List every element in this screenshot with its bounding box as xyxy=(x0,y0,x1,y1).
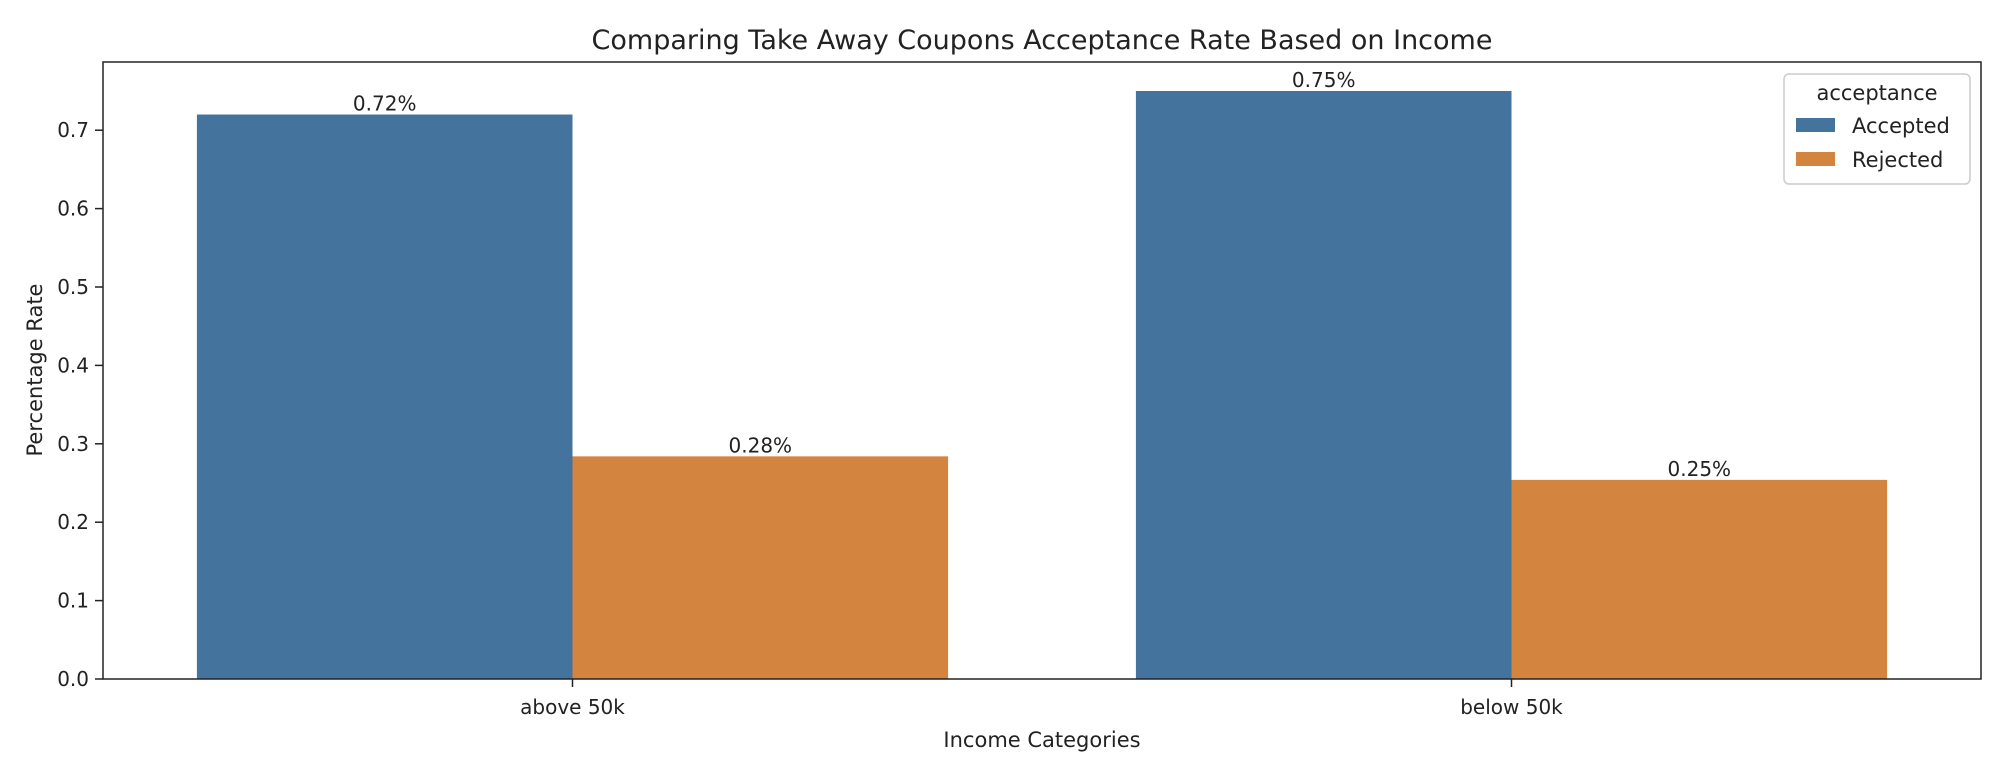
legend-swatch-rejected xyxy=(1796,152,1835,166)
bar-label-rejected-below-50k: 0.25% xyxy=(1668,457,1732,481)
bar-label-rejected-above-50k: 0.28% xyxy=(729,433,793,457)
bar-label-accepted-above-50k: 0.72% xyxy=(353,92,417,116)
y-tick-label: 0.1 xyxy=(57,589,89,613)
bar-labels-layer: 0.72% 0.28% 0.75% 0.25% xyxy=(353,68,1731,481)
y-axis-label: Percentage Rate xyxy=(23,284,47,457)
y-axis: 0.0 0.1 0.2 0.3 0.4 0.5 0.6 0.7 xyxy=(57,118,103,691)
y-tick-label: 0.3 xyxy=(57,432,89,456)
bar-rejected-below-50k xyxy=(1511,479,1888,679)
chart-title: Comparing Take Away Coupons Acceptance R… xyxy=(592,25,1493,56)
legend: acceptance Accepted Rejected xyxy=(1783,73,1971,185)
plot-frame xyxy=(102,61,1982,680)
bar-label-accepted-below-50k: 0.75% xyxy=(1292,68,1356,92)
y-tick-label: 0.7 xyxy=(57,118,89,142)
y-tick-label: 0.0 xyxy=(57,667,89,691)
bar-accepted-above-50k xyxy=(196,114,573,679)
y-tick-label: 0.6 xyxy=(57,197,89,221)
x-axis-label: Income Categories xyxy=(943,728,1140,752)
legend-label-rejected: Rejected xyxy=(1852,148,1943,172)
legend-title: acceptance xyxy=(1816,81,1937,105)
x-tick-label: below 50k xyxy=(1460,695,1563,719)
legend-label-accepted: Accepted xyxy=(1852,114,1950,138)
x-tick-label: above 50k xyxy=(520,695,625,719)
y-tick-label: 0.5 xyxy=(57,275,89,299)
y-tick-label: 0.4 xyxy=(57,353,89,377)
x-axis: above 50k below 50k xyxy=(520,679,1563,719)
y-tick-label: 0.2 xyxy=(57,510,89,534)
legend-swatch-accepted xyxy=(1796,118,1835,132)
bar-accepted-below-50k xyxy=(1135,91,1512,679)
bar-rejected-above-50k xyxy=(572,456,949,679)
bars-layer xyxy=(196,91,1888,679)
